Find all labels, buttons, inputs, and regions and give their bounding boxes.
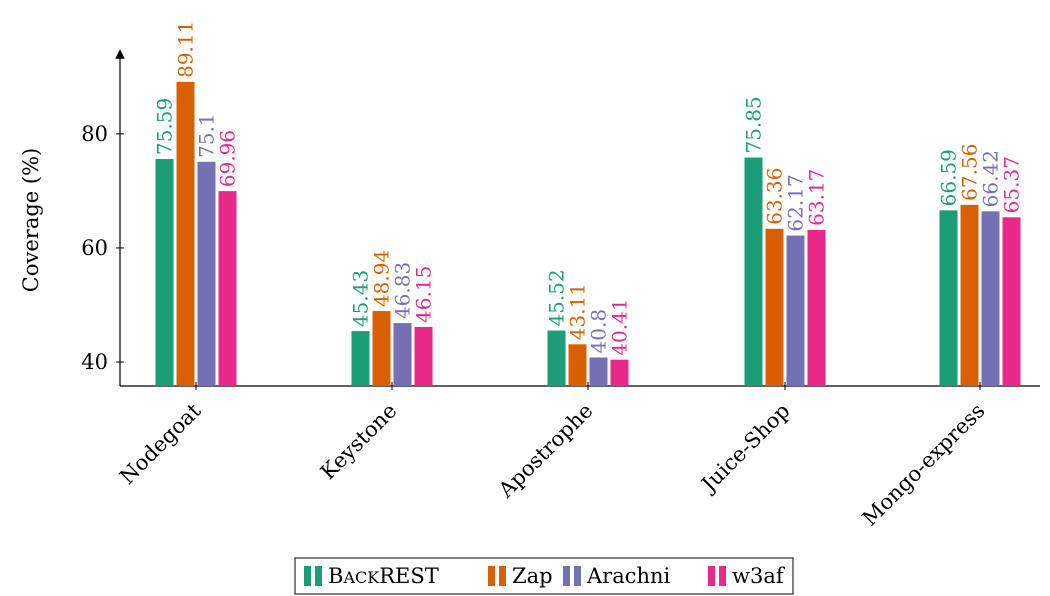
data-label: 48.94 (370, 250, 394, 307)
bar (414, 326, 433, 386)
y-tick-label: 80 (81, 122, 108, 146)
bar (960, 204, 979, 386)
bar (547, 330, 566, 386)
data-label: 89.11 (174, 21, 198, 78)
data-label: 46.83 (391, 262, 415, 319)
data-label: 67.56 (958, 144, 982, 201)
bar (786, 235, 805, 386)
category-label: Nodegoat (115, 398, 206, 489)
legend-label: Zap (512, 564, 553, 588)
data-label: 62.17 (784, 174, 808, 231)
category-label: Apostrophe (493, 399, 597, 503)
legend-marker (719, 566, 726, 586)
legend-label: BACKREST (328, 564, 439, 588)
category-label: Mongo-express (858, 399, 990, 531)
data-label: 69.96 (216, 130, 240, 187)
legend-marker (315, 566, 322, 586)
legend-label: Arachni (586, 564, 671, 588)
bar (155, 159, 174, 386)
bar (393, 323, 412, 386)
data-label: 66.59 (937, 149, 961, 206)
bar (981, 211, 1000, 386)
bar (744, 157, 763, 386)
data-label: 63.36 (763, 168, 787, 225)
data-label: 63.17 (805, 169, 829, 226)
bar (1002, 217, 1021, 386)
y-tick-label: 60 (81, 236, 108, 260)
bar (568, 344, 587, 386)
category-labels: Nodegoat Keystone Apostrophe Juice-Shop Mong… (115, 382, 990, 531)
data-label: 66.42 (979, 150, 1003, 207)
legend: BACKREST Zap Arachni w3af (294, 557, 794, 595)
data-label: 75.1 (195, 113, 219, 158)
legend-marker (574, 566, 581, 586)
bar (218, 191, 237, 386)
bar (372, 311, 391, 386)
data-label: 75.85 (742, 96, 766, 153)
bar (589, 357, 608, 386)
data-label: 75.59 (153, 98, 177, 155)
y-tick-label: 40 (81, 350, 108, 374)
bar (765, 228, 784, 386)
data-label: 40.41 (608, 298, 632, 355)
bar (939, 210, 958, 386)
legend-label: w3af (732, 564, 786, 588)
bar (807, 229, 826, 386)
y-ticks: 40 60 80 (81, 122, 124, 374)
data-label: 46.15 (412, 266, 436, 323)
bar (197, 161, 216, 386)
bar (610, 359, 629, 386)
data-label: 43.11 (566, 283, 590, 340)
bar (176, 81, 195, 387)
category-label: Keystone (316, 399, 402, 485)
y-axis-label: Coverage (%) (19, 148, 43, 292)
legend-marker (708, 566, 715, 586)
bar (351, 331, 370, 386)
data-label: 45.52 (545, 269, 569, 326)
legend-marker (563, 566, 570, 586)
data-label: 65.37 (1000, 156, 1024, 213)
data-label: 40.8 (587, 309, 611, 354)
data-label: 45.43 (349, 270, 373, 327)
category-label: Juice-Shop (696, 399, 795, 498)
legend-marker (499, 566, 506, 586)
legend-marker (488, 566, 495, 586)
legend-marker (304, 566, 311, 586)
